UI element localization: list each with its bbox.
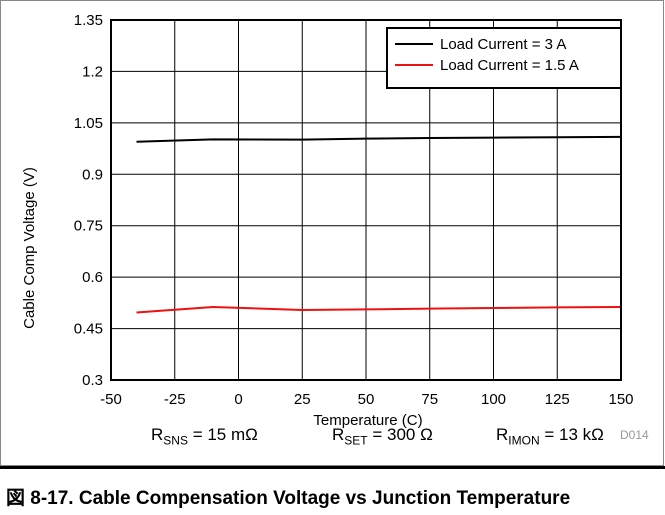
x-tick-label: 100	[481, 391, 506, 408]
series-line-2	[136, 305, 622, 314]
series-lines	[136, 135, 622, 314]
y-tick-label: 1.2	[82, 63, 103, 80]
series-line-1	[136, 135, 622, 143]
x-tick-label: 50	[358, 391, 375, 408]
y-tick-label: 1.05	[74, 115, 103, 132]
legend-label: Load Current = 1.5 A	[440, 57, 579, 74]
y-tick-label: 1.35	[74, 12, 103, 29]
figure-frame	[0, 0, 664, 466]
figure-caption: 図 8-17. Cable Compensation Voltage vs Ju…	[0, 466, 665, 515]
condition-r-imon: RIMON = 13 kΩ	[496, 425, 604, 448]
y-tick-label: 0.45	[74, 321, 103, 338]
x-tick-label: 125	[545, 391, 570, 408]
y-tick-label: 0.9	[82, 166, 103, 183]
legend-label: Load Current = 3 A	[440, 36, 566, 53]
x-tick-label: 75	[421, 391, 438, 408]
condition-r-set: RSET = 300 Ω	[332, 425, 433, 448]
figure-tag: D014	[620, 428, 649, 442]
y-tick-label: 0.75	[74, 218, 103, 235]
x-tick-label: 0	[234, 391, 242, 408]
legend-box	[386, 27, 622, 89]
x-axis-label: Temperature (C)	[313, 412, 422, 429]
y-axis-label: Cable Comp Voltage (V)	[21, 167, 38, 329]
x-tick-label: -50	[100, 391, 122, 408]
test-conditions: RSNS = 15 mΩ RSET = 300 Ω RIMON = 13 kΩ	[0, 425, 665, 455]
x-tick-label: -25	[164, 391, 186, 408]
y-tick-label: 0.3	[82, 372, 103, 389]
line-chart: -50 -25 0 25 50 75 100 125 150 0.3 0.45 0.6 0.75 0.9 1…	[21, 12, 634, 429]
plot-area-border	[110, 19, 622, 381]
y-tick-label: 0.6	[82, 269, 103, 286]
axes: -50 -25 0 25 50 75 100 125 150 0.3 0.45 0.6 0.75 0.9 1…	[74, 12, 634, 408]
condition-r-sns: RSNS = 15 mΩ	[151, 425, 258, 448]
legend: Load Current = 3 A Load Current = 1.5 A	[386, 27, 622, 89]
x-tick-label: 150	[608, 391, 633, 408]
x-tick-label: 25	[294, 391, 311, 408]
